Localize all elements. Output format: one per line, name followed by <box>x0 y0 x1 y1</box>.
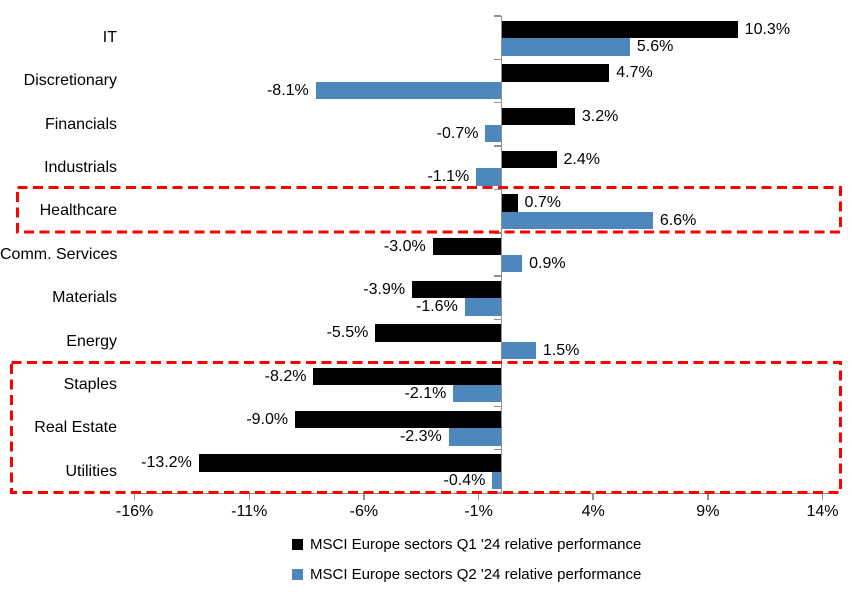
legend-label-q1: MSCI Europe sectors Q1 '24 relative perf… <box>310 535 642 553</box>
bar-q1 <box>432 237 502 255</box>
category-label: Real Estate <box>34 419 117 437</box>
value-label-q2: -2.1% <box>404 385 447 403</box>
x-axis-tick-label: 14% <box>806 503 839 520</box>
x-axis-tick <box>592 493 594 500</box>
bar-q1 <box>412 280 502 299</box>
value-label-q2: 1.5% <box>542 341 580 359</box>
legend-label-q2: MSCI Europe sectors Q2 '24 relative perf… <box>310 565 642 583</box>
x-axis-tick <box>248 493 251 500</box>
value-label-q2: -1.1% <box>427 168 470 186</box>
x-axis-tick-label: -1% <box>464 503 493 520</box>
y-axis-tick <box>494 492 501 494</box>
bar-q2 <box>476 168 502 186</box>
bar-q2 <box>501 255 523 273</box>
bar-q1 <box>501 107 575 125</box>
bar-q2 <box>501 341 536 360</box>
value-label-q1: -3.9% <box>363 280 406 298</box>
value-label-q2: 0.9% <box>529 255 566 273</box>
bar-q1 <box>501 64 610 82</box>
y-axis-tick <box>494 58 501 61</box>
legend-swatch-q2-icon <box>292 568 303 580</box>
category-label: Staples <box>63 375 117 393</box>
x-axis-line <box>134 492 838 494</box>
x-axis-tick <box>707 493 709 500</box>
x-axis-tick <box>477 493 480 500</box>
y-axis-tick <box>494 362 501 364</box>
bar-q2 <box>501 211 653 230</box>
category-label: Financials <box>44 115 117 133</box>
value-label-q2: -1.6% <box>416 298 458 316</box>
bar-q1 <box>501 150 557 169</box>
category-label: Industrials <box>44 159 117 177</box>
value-label-q2: -0.4% <box>443 471 486 489</box>
y-axis-tick <box>494 188 501 191</box>
bar-q1 <box>501 194 518 212</box>
value-label-q2: 5.6% <box>636 38 674 56</box>
y-axis-tick <box>494 275 501 277</box>
value-label-q1: -3.0% <box>383 237 426 255</box>
bar-q2 <box>453 385 502 403</box>
y-axis-line <box>500 16 503 493</box>
value-label-q2: -8.1% <box>266 81 309 99</box>
category-label: Discretionary <box>23 72 117 90</box>
value-label-q1: -13.2% <box>141 454 192 472</box>
x-axis-tick-label: -16% <box>115 503 154 520</box>
value-label-q1: 10.3% <box>744 20 791 38</box>
category-label: Energy <box>66 332 117 350</box>
legend-swatch-q1-icon <box>292 538 303 550</box>
x-axis-tick-label: -6% <box>349 503 379 520</box>
bar-q2 <box>492 471 502 490</box>
category-label: IT <box>102 29 117 46</box>
value-label-q1: -9.0% <box>246 411 289 429</box>
y-axis-tick <box>494 101 501 104</box>
y-axis-tick <box>494 405 501 408</box>
x-axis-tick <box>363 493 365 500</box>
value-label-q1: 4.7% <box>616 64 653 82</box>
bar-q2 <box>448 428 502 446</box>
legend-item-q2: MSCI Europe sectors Q2 '24 relative perf… <box>292 565 641 583</box>
value-label-q1: 2.4% <box>563 150 600 168</box>
y-axis-tick <box>494 145 501 147</box>
bar-q1 <box>375 324 502 342</box>
value-label-q1: -8.2% <box>264 367 307 385</box>
category-label: Healthcare <box>39 202 117 220</box>
bar-q1 <box>198 454 502 472</box>
value-label-q2: -0.7% <box>436 124 479 142</box>
bar-q1 <box>501 20 738 39</box>
bar-q2 <box>315 81 502 99</box>
y-axis-tick <box>494 15 501 17</box>
value-label-q1: 3.2% <box>581 107 619 125</box>
x-axis-tick <box>133 493 136 500</box>
y-axis-tick <box>494 448 501 451</box>
bar-q1 <box>295 411 502 429</box>
value-label-q2: 6.6% <box>659 211 697 229</box>
y-axis-tick <box>494 318 501 321</box>
bar-q2 <box>464 298 502 316</box>
x-axis-tick-label: -11% <box>231 503 268 520</box>
y-axis-tick <box>494 232 501 234</box>
x-axis-tick-label: 4% <box>581 503 605 520</box>
category-label: Utilities <box>65 462 117 480</box>
value-label-q2: -2.3% <box>399 428 442 446</box>
category-label: Comm. Services <box>0 245 118 263</box>
value-label-q1: 0.7% <box>524 194 562 212</box>
bar-q2 <box>485 124 502 143</box>
bar-q1 <box>313 367 502 386</box>
value-label-q1: -5.5% <box>326 324 369 342</box>
category-label: Materials <box>52 289 117 307</box>
x-axis-tick-label: 9% <box>696 503 720 520</box>
legend-item-q1: MSCI Europe sectors Q1 '24 relative perf… <box>292 535 641 553</box>
x-axis-tick <box>821 493 824 500</box>
bar-q2 <box>501 38 630 56</box>
